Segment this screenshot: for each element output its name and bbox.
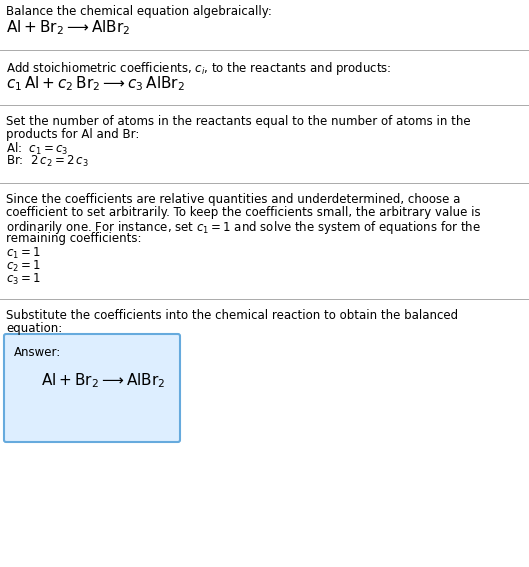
Text: $c_1\,\mathregular{Al} + c_2\,\mathregular{Br_2} \longrightarrow c_3\,\mathregul: $c_1\,\mathregular{Al} + c_2\,\mathregul…	[6, 74, 185, 92]
Text: $\mathregular{Al + Br_2 \longrightarrow AlBr_2}$: $\mathregular{Al + Br_2 \longrightarrow …	[6, 18, 131, 37]
Text: ordinarily one. For instance, set $c_1 = 1$ and solve the system of equations fo: ordinarily one. For instance, set $c_1 =…	[6, 219, 481, 236]
Text: Balance the chemical equation algebraically:: Balance the chemical equation algebraica…	[6, 5, 272, 18]
Text: Substitute the coefficients into the chemical reaction to obtain the balanced: Substitute the coefficients into the che…	[6, 309, 458, 322]
Text: Add stoichiometric coefficients, $c_i$, to the reactants and products:: Add stoichiometric coefficients, $c_i$, …	[6, 60, 391, 77]
FancyBboxPatch shape	[4, 334, 180, 442]
Text: Al:  $c_1 = c_3$: Al: $c_1 = c_3$	[6, 141, 68, 157]
Text: $\mathregular{Al + Br_2 \longrightarrow AlBr_2}$: $\mathregular{Al + Br_2 \longrightarrow …	[41, 371, 166, 390]
Text: remaining coefficients:: remaining coefficients:	[6, 232, 141, 245]
Text: Set the number of atoms in the reactants equal to the number of atoms in the: Set the number of atoms in the reactants…	[6, 115, 471, 128]
Text: coefficient to set arbitrarily. To keep the coefficients small, the arbitrary va: coefficient to set arbitrarily. To keep …	[6, 206, 481, 219]
Text: Answer:: Answer:	[14, 346, 61, 359]
Text: Br:  $2\,c_2 = 2\,c_3$: Br: $2\,c_2 = 2\,c_3$	[6, 154, 88, 169]
Text: $c_1 = 1$: $c_1 = 1$	[6, 246, 41, 261]
Text: Since the coefficients are relative quantities and underdetermined, choose a: Since the coefficients are relative quan…	[6, 193, 460, 206]
Text: $c_3 = 1$: $c_3 = 1$	[6, 272, 41, 287]
Text: products for Al and Br:: products for Al and Br:	[6, 128, 139, 141]
Text: equation:: equation:	[6, 322, 62, 335]
Text: $c_2 = 1$: $c_2 = 1$	[6, 259, 41, 274]
